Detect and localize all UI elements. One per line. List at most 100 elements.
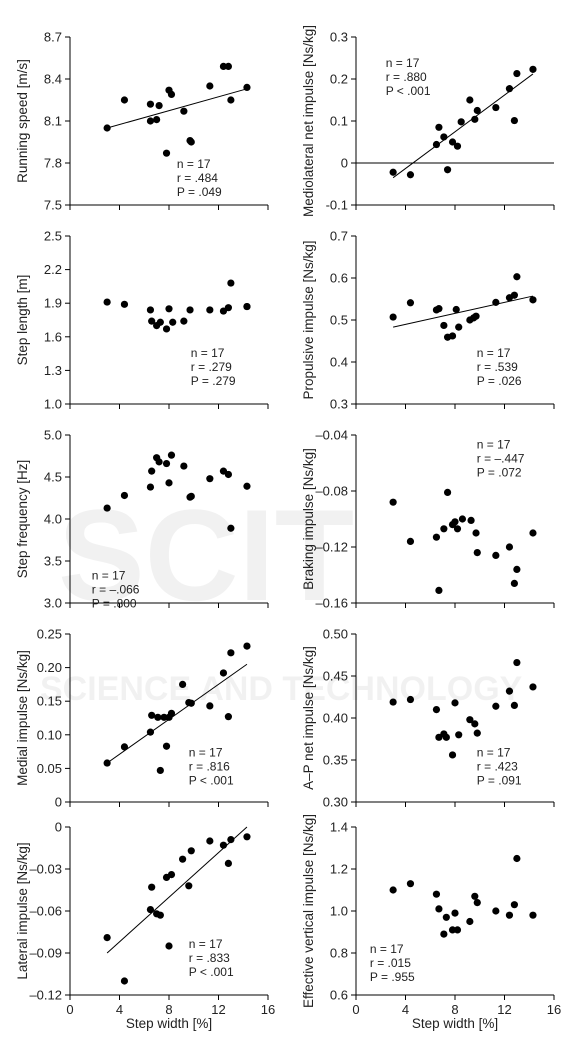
data-point — [389, 698, 397, 706]
y-axis-title: Braking impulse [Ns/kg] — [301, 448, 316, 590]
x-axis-title: Step width [%] — [126, 1016, 212, 1031]
data-point — [148, 467, 156, 475]
data-point — [224, 859, 232, 868]
data-point — [219, 62, 228, 70]
y-tick-label: 0.6 — [330, 271, 348, 286]
data-point — [435, 586, 443, 595]
y-tick-label: 4.0 — [44, 512, 62, 527]
stat-annotation: P = .091 — [477, 774, 522, 788]
y-axis-title: A–P net impulse [Ns/kg] — [301, 646, 316, 790]
data-point — [510, 291, 518, 299]
y-tick-label: 0.40 — [323, 711, 348, 726]
data-point — [180, 107, 188, 115]
panel-step-length: 1.0 1.3 1.6 1.9 2.2 2.5 Step length [m] n = 17r… — [15, 229, 269, 412]
stat-annotation: r = .279 — [191, 360, 232, 374]
stat-annotation: P = .049 — [177, 185, 222, 199]
data-point — [406, 171, 415, 179]
y-tick-label: 4.5 — [44, 470, 62, 485]
data-point — [466, 96, 474, 104]
y-tick-label: 2.5 — [44, 229, 62, 244]
data-point — [146, 100, 155, 108]
data-point — [471, 115, 479, 123]
data-point — [120, 300, 129, 308]
data-point — [432, 706, 441, 714]
data-point — [451, 518, 459, 526]
data-point — [458, 515, 467, 523]
panel-lateral-impulse: –0.12 –0.09 –0.06 –0.03 0 0 4 8 12 16 Step width [… — [15, 820, 275, 1032]
stat-annotation: n = 17 — [189, 746, 223, 760]
y-tick-label: 0.05 — [37, 761, 62, 776]
x-tick-label: 12 — [497, 1002, 511, 1017]
y-tick-label: 0.25 — [37, 627, 62, 642]
data-point — [103, 759, 111, 767]
data-point — [529, 911, 537, 919]
data-point — [389, 886, 397, 894]
data-point — [167, 709, 176, 717]
data-point — [529, 529, 537, 537]
data-point — [243, 482, 251, 490]
data-point — [513, 658, 521, 667]
y-tick-label: 1.2 — [330, 862, 348, 877]
stat-annotation: P = .072 — [477, 465, 522, 479]
stat-annotation: P = .026 — [477, 374, 522, 388]
data-point — [224, 713, 232, 721]
data-point — [455, 323, 463, 331]
y-tick-label: 0.1 — [330, 114, 348, 129]
data-point — [160, 713, 168, 721]
y-tick-label: 1.4 — [330, 820, 348, 835]
data-point — [243, 83, 251, 91]
data-point — [440, 525, 448, 533]
y-tick-label: –0.12 — [315, 540, 348, 555]
y-tick-label: 0.7 — [330, 229, 348, 244]
data-point — [513, 273, 521, 281]
x-tick-label: 16 — [547, 1002, 561, 1017]
data-point — [156, 766, 164, 775]
stat-annotation: r = .484 — [177, 171, 218, 185]
y-tick-label: 8.7 — [44, 30, 62, 45]
panel-running-speed: 7.5 7.8 8.1 8.4 8.7 Running speed [m/s] n = 17… — [15, 30, 269, 213]
data-point — [227, 524, 235, 532]
data-point — [492, 298, 500, 306]
data-point — [448, 138, 457, 146]
y-tick-label: 0.35 — [323, 753, 348, 768]
data-point — [453, 926, 462, 934]
data-point — [471, 892, 479, 900]
data-point — [473, 549, 481, 557]
y-tick-label: 0.30 — [323, 795, 348, 810]
stat-annotation: P < .001 — [189, 965, 234, 979]
data-point — [432, 533, 441, 541]
data-point — [432, 140, 441, 149]
data-point — [505, 911, 514, 919]
y-tick-label: 0.6 — [330, 988, 348, 1003]
data-point — [154, 713, 162, 721]
data-point — [155, 458, 163, 466]
y-axis-title: Effective vertical impulse [Ns/kg] — [301, 814, 316, 1008]
data-point — [443, 488, 452, 496]
data-point — [103, 504, 111, 512]
data-point — [451, 909, 459, 917]
data-point — [435, 123, 443, 131]
y-tick-label: –0.16 — [315, 596, 348, 611]
stat-annotation: P = .279 — [191, 374, 236, 388]
y-tick-label: –0.12 — [29, 988, 62, 1003]
data-point — [103, 124, 111, 132]
stat-annotation: r = .015 — [370, 956, 411, 970]
y-tick-label: 8.1 — [44, 114, 62, 129]
data-point — [510, 901, 518, 909]
data-point — [206, 837, 214, 845]
data-point — [448, 926, 457, 934]
y-axis-title: Mediolateral net impulse [Ns/kg] — [301, 25, 316, 217]
data-point — [505, 687, 514, 695]
data-point — [451, 699, 459, 707]
y-tick-label: –0.09 — [29, 946, 62, 961]
stat-annotation: r = .816 — [189, 760, 230, 774]
data-point — [165, 942, 173, 950]
data-point — [169, 318, 177, 326]
x-tick-label: 8 — [451, 1002, 458, 1017]
data-point — [103, 298, 111, 306]
x-tick-label: 0 — [66, 1002, 73, 1017]
stat-annotation: n = 17 — [477, 346, 511, 360]
data-point — [406, 537, 415, 546]
data-point — [505, 85, 514, 93]
